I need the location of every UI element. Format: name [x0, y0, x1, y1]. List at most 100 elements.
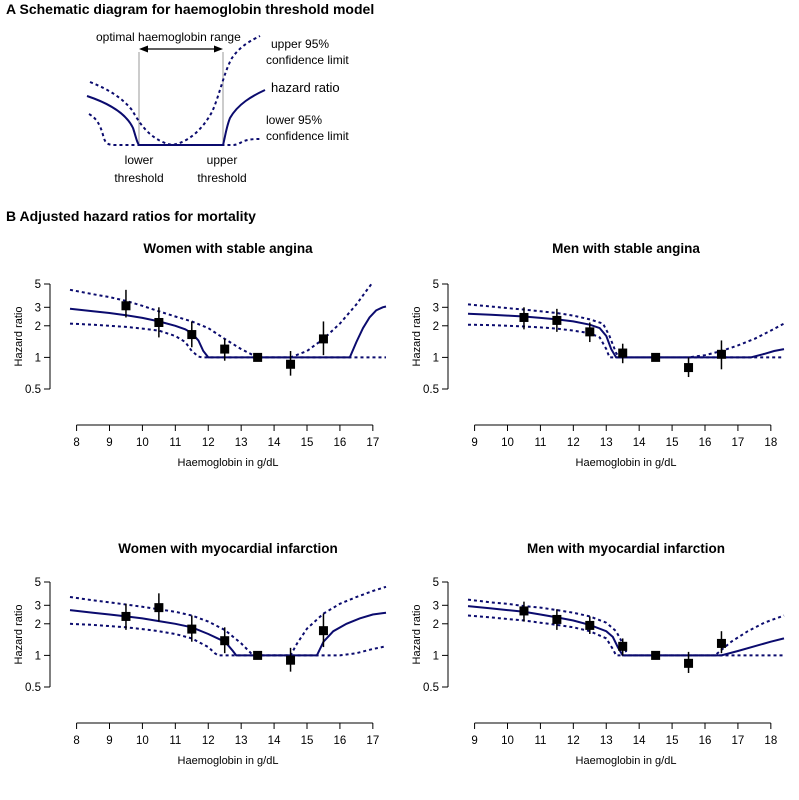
chart-title: Men with myocardial infarction [527, 541, 725, 556]
y-tick-label: 2 [433, 619, 439, 631]
x-tick-label: 17 [732, 735, 745, 747]
x-tick-label: 16 [699, 735, 712, 747]
y-tick-label: 3 [35, 302, 41, 314]
confidence-limit-curve [467, 598, 785, 657]
y-axis-label: Hazard ratio [411, 307, 423, 367]
y-tick-label: 2 [35, 619, 41, 631]
x-tick-label: 13 [600, 735, 613, 747]
hazard-ratio-label: hazard ratio [271, 80, 340, 95]
x-axis-label: Haemoglobin in g/dL [576, 755, 677, 767]
schematic-lower-ci [88, 113, 263, 146]
lower-ci-label-line2: confidence limit [266, 129, 349, 143]
x-tick-label: 11 [534, 735, 546, 747]
lower-threshold-label-line1: lower [125, 153, 154, 167]
estimate-point [684, 363, 694, 373]
chart-panel-3: Women with myocardial infarction0.51235H… [13, 541, 387, 767]
confidence-limit-curve [467, 323, 784, 359]
x-tick-label: 16 [334, 437, 347, 449]
y-tick-label: 0.5 [423, 384, 439, 396]
estimate-point [552, 614, 562, 624]
x-tick-label: 12 [202, 735, 215, 747]
upper-threshold-label-line1: upper [207, 153, 238, 167]
estimate-point [651, 352, 661, 362]
x-axis-label: Haemoglobin in g/dL [576, 457, 677, 469]
estimate-point [618, 348, 628, 358]
estimate-point [684, 658, 694, 668]
upper-ci-label-line1: upper 95% [271, 37, 329, 51]
estimate-point [519, 312, 529, 322]
hazard-panels: Women with stable angina 0.5 12 3 5 Hazard ra… [13, 241, 785, 767]
estimate-point [552, 315, 562, 325]
estimate-point [253, 650, 263, 660]
hazard-curve [467, 605, 785, 657]
x-axis-label: Haemoglobin in g/dL [178, 457, 279, 469]
x-tick-label: 11 [534, 437, 546, 449]
estimate-point [519, 606, 529, 616]
optimal-range-label: optimal haemoglobin range [96, 30, 241, 44]
x-tick-label: 17 [366, 735, 379, 747]
x-tick-label: 12 [567, 735, 580, 747]
section-a-title: A Schematic diagram for haemoglobin thre… [6, 1, 374, 17]
estimate-point [220, 636, 230, 646]
section-b-title: B Adjusted hazard ratios for mortality [6, 208, 256, 224]
estimate-point [253, 352, 263, 362]
y-tick-label: 5 [433, 279, 439, 291]
x-tick-label: 18 [764, 437, 777, 449]
estimate-point [318, 334, 328, 344]
x-tick-label: 10 [501, 735, 514, 747]
y-tick-label: 2 [35, 321, 41, 333]
x-tick-label: 15 [666, 735, 679, 747]
chart-panel-4: Men with myocardial infarction0.51235Haz… [411, 541, 785, 767]
y-tick-label: 3 [433, 600, 439, 612]
y-tick-label: 2 [433, 321, 439, 333]
estimate-point [585, 327, 595, 337]
lower-threshold-label-line2: threshold [114, 171, 163, 185]
x-tick-label: 14 [633, 735, 646, 747]
x-tick-label: 14 [633, 437, 646, 449]
estimate-point [154, 317, 164, 327]
chart-title: Men with stable angina [552, 241, 700, 256]
x-tick-label: 10 [136, 735, 149, 747]
schematic-hazard-curve [86, 89, 266, 146]
chart-title: Women with stable angina [143, 241, 313, 256]
x-tick-label: 16 [334, 735, 347, 747]
x-tick-label: 9 [106, 437, 112, 449]
confidence-limit-curve [69, 322, 386, 359]
estimate-point [187, 330, 197, 340]
x-tick-label: 11 [169, 437, 181, 449]
estimate-point [286, 359, 296, 369]
x-tick-label: 13 [600, 437, 613, 449]
x-tick-label: 8 [73, 735, 79, 747]
estimate-point [716, 349, 726, 359]
lower-ci-label-line1: lower 95% [266, 113, 322, 127]
estimate-point [286, 655, 296, 665]
y-tick-label: 0.5 [25, 384, 41, 396]
x-tick-label: 15 [301, 735, 314, 747]
x-tick-label: 11 [169, 735, 181, 747]
estimate-point [585, 620, 595, 630]
x-tick-label: 13 [235, 735, 248, 747]
schematic-diagram: optimal haemoglobin range upper 95% conf… [86, 30, 349, 185]
y-axis-label: Hazard ratio [411, 605, 423, 665]
confidence-limit-curve [69, 585, 387, 657]
estimate-point [220, 344, 230, 354]
estimate-point [651, 650, 661, 660]
y-tick-label: 3 [433, 302, 439, 314]
x-tick-label: 12 [567, 437, 580, 449]
y-tick-label: 0.5 [423, 682, 439, 694]
chart-title: Women with myocardial infarction [118, 541, 338, 556]
x-tick-label: 14 [268, 735, 281, 747]
x-tick-label: 9 [106, 735, 112, 747]
x-axis-label: Haemoglobin in g/dL [178, 755, 279, 767]
x-tick-label: 13 [235, 437, 248, 449]
y-tick-label: 5 [35, 577, 41, 589]
upper-threshold-label-line2: threshold [197, 171, 246, 185]
x-tick-label: 10 [136, 437, 149, 449]
optimal-range-arrowhead-left [139, 45, 148, 53]
x-tick-label: 15 [301, 437, 314, 449]
confidence-limit-curve [467, 614, 784, 657]
schematic-upper-ci [89, 35, 261, 147]
estimate-point [716, 638, 726, 648]
